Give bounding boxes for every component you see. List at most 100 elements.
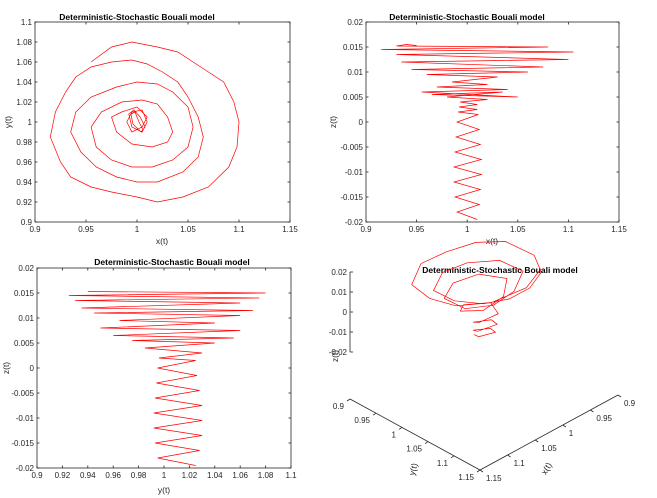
x-tick-mark bbox=[617, 394, 622, 398]
y-tick-label: -0.005 bbox=[11, 389, 34, 398]
y-tick-label: 0.005 bbox=[14, 339, 35, 348]
y-tick-mark bbox=[424, 441, 429, 444]
x-tick-label: 1.08 bbox=[258, 471, 274, 480]
axes-box bbox=[365, 21, 620, 223]
y-tick-label: 1 bbox=[28, 118, 33, 127]
y-tick-label: 0.01 bbox=[347, 68, 363, 77]
y-tick-label: 0.95 bbox=[354, 416, 370, 425]
panel-xyz-3d: Deterministic-Stochastic Bouali model 0.… bbox=[329, 241, 636, 483]
x-tick-mark bbox=[479, 469, 484, 473]
y-tick-mark bbox=[476, 469, 481, 473]
y-tick-label: 1.15 bbox=[458, 473, 474, 482]
y-axis-label: y(t) bbox=[407, 462, 420, 477]
x-tick-label: 1.1 bbox=[285, 471, 297, 480]
y-tick-label: 0.005 bbox=[343, 93, 364, 102]
x-tick-mark bbox=[507, 454, 511, 458]
panel-xz: Deterministic-Stochastic Bouali model 0.… bbox=[328, 12, 627, 246]
y-tick-label: 0.02 bbox=[18, 264, 34, 273]
y-tick-mark bbox=[346, 398, 351, 402]
y-tick-label: 0.98 bbox=[16, 138, 32, 147]
y-tick-label: -0.02 bbox=[345, 218, 364, 227]
x-tick-label: 0.9 bbox=[624, 399, 636, 408]
x-tick-label: 1 bbox=[162, 471, 167, 480]
y-tick-label: 0.9 bbox=[333, 402, 345, 411]
y-tick-label: 0.9 bbox=[21, 218, 33, 227]
y-axis-label: z(t) bbox=[328, 116, 338, 128]
x-tick-label: 1 bbox=[465, 225, 470, 234]
x-tick-label: 1.06 bbox=[232, 471, 248, 480]
y-tick-label: 1.06 bbox=[16, 58, 32, 67]
y-tick-label: 0.015 bbox=[343, 43, 364, 52]
x-tick-label: 1.1 bbox=[563, 225, 575, 234]
x-axis-label: x(t) bbox=[156, 236, 168, 246]
chart-title: Deterministic-Stochastic Bouali model bbox=[59, 12, 214, 22]
y-tick-mark bbox=[372, 412, 377, 416]
y-tick-label: -0.01 bbox=[16, 414, 35, 423]
x-tick-label: 0.96 bbox=[105, 471, 121, 480]
x-tick-label: 1 bbox=[135, 225, 140, 234]
y-tick-label: 1.05 bbox=[406, 445, 422, 454]
x-tick-mark bbox=[590, 409, 594, 413]
y-tick-mark bbox=[450, 455, 455, 459]
y-tick-mark bbox=[398, 427, 403, 430]
x-tick-label: 1.1 bbox=[514, 459, 526, 468]
x-tick-label: 0.95 bbox=[409, 225, 425, 234]
x-tick-label: 1.15 bbox=[611, 225, 627, 234]
y-tick-label: -0.015 bbox=[340, 193, 363, 202]
x-tick-label: 1.1 bbox=[233, 225, 245, 234]
y-tick-label: -0.015 bbox=[11, 439, 34, 448]
trajectory-line bbox=[49, 41, 240, 203]
tick-layer: 0.9 0.95 1 1.05 1.1 1.15 0.9 0.95 1 1.05 1.1 1.15 -0… bbox=[329, 268, 636, 483]
x-axis-label: y(t) bbox=[158, 485, 170, 495]
x-tick-label: 0.9 bbox=[29, 225, 41, 234]
z-tick-label: -0.01 bbox=[329, 328, 348, 337]
y-tick-label: -0.02 bbox=[16, 464, 35, 473]
tick-layer: 0.9 0.95 1 1.05 1.1 1.15 0.9 0.92 0.94 0.96 0.98 1 1… bbox=[16, 18, 298, 234]
y-tick-label: 0.92 bbox=[16, 198, 32, 207]
trajectory-line bbox=[68, 291, 266, 466]
y-tick-label: 0.015 bbox=[14, 289, 35, 298]
x-tick-label: 1.15 bbox=[486, 474, 502, 483]
x-tick-label: 1.05 bbox=[180, 225, 196, 234]
y-tick-label: 0.02 bbox=[347, 18, 363, 27]
axes-3d-frame bbox=[349, 272, 619, 471]
x-tick-mark bbox=[534, 439, 539, 443]
z-tick-label: -0.02 bbox=[329, 348, 348, 357]
x-axis-line bbox=[479, 394, 619, 471]
y-axis-label: z(t) bbox=[1, 362, 11, 374]
x-tick-label: 0.95 bbox=[596, 414, 612, 423]
x-tick-label: 1.02 bbox=[182, 471, 198, 480]
z-tick-label: 0 bbox=[343, 308, 348, 317]
x-tick-label: 0.98 bbox=[131, 471, 147, 480]
x-tick-label: 0.94 bbox=[80, 471, 96, 480]
y-tick-label: -0.01 bbox=[345, 168, 364, 177]
z-axis-label: z(t) bbox=[330, 350, 340, 362]
y-tick-label: 1.1 bbox=[21, 18, 33, 27]
y-tick-label: -0.005 bbox=[340, 143, 363, 152]
x-tick-mark bbox=[562, 424, 567, 428]
x-tick-label: 1.15 bbox=[282, 225, 298, 234]
panel-xy: Deterministic-Stochastic Bouali model 0.… bbox=[3, 12, 298, 246]
x-tick-label: 1.05 bbox=[541, 444, 557, 453]
y-tick-label: 1.02 bbox=[16, 98, 32, 107]
chart-title: Deterministic-Stochastic Bouali model bbox=[94, 257, 249, 267]
y-tick-label: 1 bbox=[392, 430, 397, 439]
x-tick-label: 1 bbox=[569, 429, 574, 438]
y-tick-label: 1.1 bbox=[437, 459, 449, 468]
chart-title: Deterministic-Stochastic Bouali model bbox=[422, 265, 577, 275]
y-axis-line bbox=[349, 398, 481, 471]
trajectory-line bbox=[381, 44, 574, 220]
x-tick-label: 1.04 bbox=[207, 471, 223, 480]
x-tick-label: 1.05 bbox=[510, 225, 526, 234]
y-tick-label: 0 bbox=[30, 364, 35, 373]
tick-layer: 0.9 0.95 1 1.05 1.1 1.15 -0.02 -0.015 -0.01 -0.00… bbox=[340, 18, 627, 234]
y-tick-label: 1.08 bbox=[16, 38, 32, 47]
y-tick-label: 0.01 bbox=[18, 314, 34, 323]
y-tick-label: 0.96 bbox=[16, 158, 32, 167]
y-axis-label: y(t) bbox=[3, 116, 13, 128]
y-tick-label: 0 bbox=[359, 118, 364, 127]
x-axis-label: x(t) bbox=[539, 461, 554, 477]
x-tick-label: 0.9 bbox=[31, 471, 43, 480]
trajectory-line bbox=[411, 241, 542, 338]
